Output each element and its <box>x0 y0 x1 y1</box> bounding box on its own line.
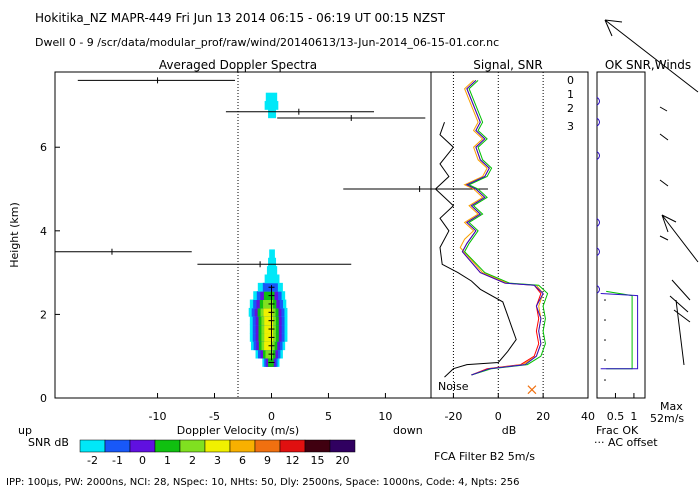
snr-x-tick-label: 0 <box>495 410 502 423</box>
colorbar-label: 1 <box>164 454 171 467</box>
spectra-cell <box>268 257 277 267</box>
spectra-cell <box>264 101 279 110</box>
fracok-wobble <box>596 284 600 294</box>
colorbar-label: 15 <box>311 454 325 467</box>
y-axis-label: Height (km) <box>8 202 21 268</box>
snr-series-2 <box>463 80 549 376</box>
x-axis-label: Doppler Velocity (m/s) <box>177 424 299 437</box>
colorbar-label: 2 <box>189 454 196 467</box>
snr-title: Signal, SNR <box>473 58 542 72</box>
colorbar-swatch <box>154 439 181 453</box>
spectra-y-tick-label: 4 <box>40 225 47 238</box>
colorbar-swatch <box>79 439 106 453</box>
snr-series-noise <box>434 122 517 378</box>
header-line1: Hokitika_NZ MAPR-449 Fri Jun 13 2014 06:… <box>35 11 446 25</box>
fracok-wobble <box>596 117 600 127</box>
ac-offset-dots <box>604 299 606 381</box>
spectra-cell <box>264 274 280 284</box>
snr-x-marker <box>527 385 537 395</box>
spectra-y-tick-label: 2 <box>40 308 47 321</box>
spectra-cell <box>263 307 273 317</box>
legend-3: 3 <box>567 120 574 133</box>
colorbar-label: -1 <box>112 454 123 467</box>
spectra-cell <box>268 109 277 119</box>
colorbar-swatch <box>204 439 231 453</box>
spectra-layer <box>55 77 488 367</box>
spectra-x-tick-label: -5 <box>209 410 220 423</box>
colorbar-swatch <box>329 439 356 453</box>
spectra-cell <box>265 92 278 102</box>
fracok-wobble <box>596 247 600 257</box>
spectra-x-tick-label: 5 <box>325 410 332 423</box>
spectra-frame <box>54 71 432 399</box>
fracok-x-tick-label: 1 <box>630 410 637 423</box>
fracok-series-2 <box>606 290 633 370</box>
header-line2: Dwell 0 - 9 /scr/data/modular_prof/raw/w… <box>35 36 499 49</box>
db-label: dB <box>502 424 517 437</box>
colorbar: -2 -1 0 1 2 3 6 9 12 15 20 <box>79 439 356 467</box>
axes-layer: -10 -5 0 5 10 0 2 4 6 -20 0 20 40 0.5 1 <box>40 141 637 423</box>
colorbar-label: 9 <box>264 454 271 467</box>
barb-ticks <box>659 106 669 241</box>
max-value: 52m/s <box>650 412 684 425</box>
barb-arrow-top <box>604 19 699 93</box>
fca-filter: FCA Filter B2 5m/s <box>434 450 535 463</box>
barb-cluster <box>669 279 691 366</box>
snr-layer <box>434 72 549 398</box>
spectra-y-tick-label: 0 <box>40 392 47 405</box>
fracok-frame <box>596 71 646 399</box>
snr-series-3 <box>461 80 544 376</box>
fracok-x-tick-label: 0.5 <box>607 410 625 423</box>
legend-1: 1 <box>567 88 574 101</box>
colorbar-label: 20 <box>336 454 350 467</box>
up-label: up <box>18 424 32 437</box>
colorbar-label: -2 <box>87 454 98 467</box>
colorbar-label: 6 <box>239 454 246 467</box>
frac-ok-label: Frac OK <box>596 424 639 437</box>
spectra-cell <box>264 341 273 351</box>
max-label: Max <box>660 400 683 413</box>
colorbar-label: 0 <box>139 454 146 467</box>
footer-params: IPP: 100µs, PW: 2000ns, NCI: 28, NSpec: … <box>6 477 519 488</box>
spectra-x-tick-label: -10 <box>149 410 167 423</box>
colorbar-swatch <box>129 439 156 453</box>
colorbar-swatch <box>254 439 281 453</box>
spectra-x-tick-label: 0 <box>268 410 275 423</box>
snr-x-tick-label: -20 <box>444 410 462 423</box>
fracok-wobble <box>596 96 600 106</box>
fracok-wobble <box>596 151 600 160</box>
spectra-y-tick-label: 6 <box>40 141 47 154</box>
fracok-wobble <box>596 218 600 227</box>
spectra-cell <box>263 299 274 309</box>
ac-offset-label: ··· AC offset <box>594 436 658 449</box>
spectra-cell <box>266 266 278 275</box>
spectra-x-tick-label: 10 <box>378 410 392 423</box>
colorbar-label: 12 <box>286 454 300 467</box>
snr-frame <box>430 71 589 399</box>
wind-title: OK SNR,Winds <box>605 58 691 72</box>
legend-2: 2 <box>567 102 574 115</box>
snr-db-label: SNR dB <box>28 436 69 449</box>
wind-barbs <box>604 19 699 366</box>
noise-label: Noise <box>438 380 469 393</box>
colorbar-swatch <box>179 439 206 453</box>
snr-x-tick-label: 20 <box>536 410 550 423</box>
snr-x-tick-label: 40 <box>581 410 595 423</box>
spectra-cell <box>269 249 275 259</box>
frac-layer <box>596 96 639 370</box>
spectra-title: Averaged Doppler Spectra <box>159 58 317 72</box>
colorbar-swatch <box>229 439 256 453</box>
legend-0: 0 <box>567 74 574 87</box>
down-label: down <box>393 424 423 437</box>
colorbar-swatch <box>104 439 131 453</box>
barb-arrow-mid <box>661 214 699 263</box>
colorbar-swatch <box>304 439 331 453</box>
fracok-series-3 <box>600 293 639 370</box>
colorbar-swatch <box>279 439 306 453</box>
colorbar-label: 3 <box>214 454 221 467</box>
